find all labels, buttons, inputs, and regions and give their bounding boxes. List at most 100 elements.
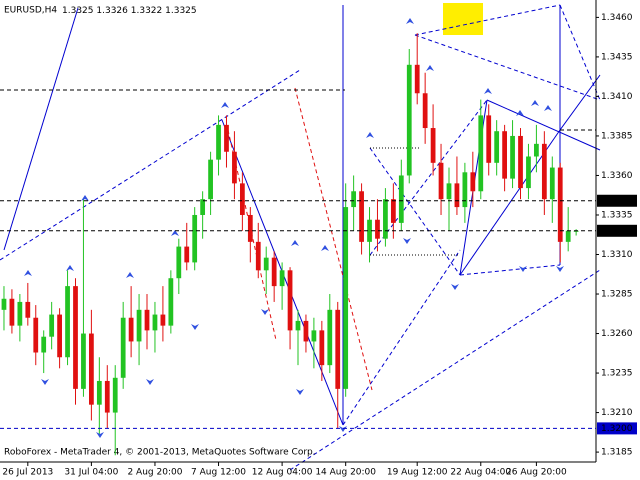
candle-body [478,115,484,192]
fractal-arrow [556,266,564,272]
candle-body [557,167,563,242]
fractal-arrow [366,132,374,138]
candle-body [287,270,293,331]
candle-body [271,257,277,287]
fractal-arrow [191,324,199,330]
candle-body [319,330,325,366]
candle-body [65,286,70,358]
candle-body [462,172,468,208]
candle-body [104,380,110,413]
candle-body [494,131,500,163]
fractal-arrow [403,238,411,244]
fractal-arrow [426,65,434,71]
candle-body [96,380,102,405]
footer: RoboForex - MetaTrader 4, © 2001-2013, M… [4,448,316,458]
candle-body [327,309,333,366]
candle-body [549,167,555,200]
fractal-arrow [96,432,104,438]
candle-body [438,162,444,200]
y-tick-label: 1.3435 [601,52,633,62]
y-tick-label: 1.3285 [601,290,633,300]
fractal-arrow [261,309,269,315]
y-tick-label: 1.3410 [601,92,633,102]
candle-body [311,330,317,342]
candle-body [367,219,372,242]
x-tick-label: 14 Aug 20:00 [315,468,376,478]
y-tick-label: 1.3335 [601,210,633,220]
y-tick-label: 1.3310 [601,250,633,260]
y-tick-label: 1.3210 [601,408,633,418]
candle-body [303,320,309,342]
y-tick-label: 1.3360 [601,171,633,181]
fractal-arrow [126,272,134,278]
x-tick-label: 19 Aug 12:00 [387,468,448,478]
candle-body [232,151,237,184]
fractal-arrow [81,195,89,201]
price-label: 1.3200 [601,424,633,434]
candle-body [192,214,198,263]
candle-body [565,230,571,242]
candle-body [120,317,126,378]
candle-body [541,143,547,200]
candle-body [17,301,23,326]
highlight-box [443,3,483,35]
y-tick-label: 1.3235 [601,369,633,379]
price-label-box [597,422,637,435]
candle-body [57,314,62,358]
candle-body [255,241,261,271]
candle-body [247,214,253,242]
candle-body [168,278,174,326]
candle-body [89,333,94,405]
candle-body [518,135,523,189]
candle-body [216,124,221,160]
candle-body [383,199,388,239]
y-tick-label: 1.3460 [601,13,633,23]
fractal-arrow [339,426,347,432]
candle-body [49,314,55,337]
candle-body [73,286,78,389]
fractal-arrow [296,389,304,395]
fractal-arrow [519,266,527,272]
candle-body [390,199,396,223]
candle-body [41,336,47,353]
candle-body [33,317,39,353]
candle-body [136,309,142,342]
candle-body [176,246,182,279]
fractal-arrow [516,110,524,116]
candle-body [502,131,507,179]
quote: 1.3325 1.3326 1.3322 1.3325 [62,6,197,16]
fractal-arrow [451,284,459,290]
symbol: EURUSD,H4 [4,6,57,16]
candle-body [184,246,190,263]
fractal-arrow [171,230,179,236]
candle-body [534,143,539,157]
candle-body [152,314,158,331]
candle-body [422,93,428,129]
candle-body [470,172,476,192]
candle-body [526,156,531,189]
y-tick-label: 1.3260 [601,329,633,339]
fractal-arrow [221,102,229,108]
y-tick-label: 1.3385 [601,131,633,141]
fractal-arrow [24,270,32,276]
candle-body [128,317,134,342]
x-tick-label: 26 Jul 2013 [2,468,53,478]
candle-body [263,257,269,271]
x-tick-label: 31 Jul 04:00 [64,468,118,478]
candle-body [239,183,245,215]
fractal-arrow [531,100,539,106]
fractal-arrow [66,265,74,271]
candle-body [112,377,118,413]
candle-body [160,314,166,326]
fractal-arrow [291,240,299,246]
candle-body [414,64,420,94]
candle-body [351,191,357,208]
candle-body [359,191,364,242]
candle-body [406,64,412,176]
fractal-arrow [146,379,154,385]
candle-body [430,128,436,163]
candle-body [454,183,460,208]
candle-body [343,207,349,389]
candle-body [335,309,341,389]
x-tick-label: 7 Aug 12:00 [191,468,246,478]
